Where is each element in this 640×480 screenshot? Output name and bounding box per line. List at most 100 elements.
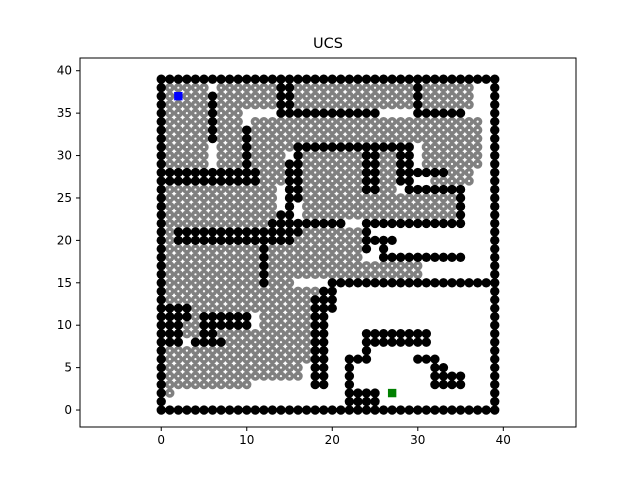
- wall-cell: [190, 74, 201, 84]
- visited-cell-dot: [408, 137, 411, 140]
- visited-cell-dot: [228, 188, 231, 191]
- wall-cell: [490, 99, 500, 110]
- visited-cell-dot: [296, 324, 300, 327]
- visited-cell-dot: [442, 95, 445, 98]
- visited-cell-dot: [220, 103, 223, 106]
- visited-cell-dot: [339, 230, 342, 233]
- visited-cell-dot: [279, 154, 283, 157]
- visited-cell-dot: [425, 120, 428, 123]
- wall-cell: [233, 405, 243, 415]
- visited-cell-dot: [296, 341, 300, 344]
- visited-cell-dot: [194, 358, 197, 361]
- visited-cell-dot: [373, 205, 377, 208]
- wall-cell: [310, 354, 320, 364]
- wall-cell: [336, 218, 346, 229]
- visited-cell-dot: [237, 290, 240, 293]
- wall-cell: [490, 83, 500, 93]
- visited-cell-dot: [185, 273, 188, 276]
- visited-cell-dot: [322, 162, 325, 166]
- visited-cell-dot: [168, 391, 171, 395]
- wall-cell: [370, 150, 380, 161]
- visited-cell-dot: [305, 205, 308, 208]
- visited-cell-dot: [296, 273, 300, 276]
- visited-cell-dot: [322, 196, 325, 200]
- visited-cell-dot: [433, 95, 436, 98]
- wall-cell: [404, 159, 414, 169]
- visited-cell-dot: [365, 129, 368, 132]
- visited-cell-dot: [391, 179, 394, 183]
- visited-cell-dot: [245, 196, 248, 200]
- visited-cell-dot: [391, 205, 394, 208]
- visited-cell-dot: [262, 332, 265, 335]
- visited-cell-dot: [185, 205, 188, 208]
- visited-cell-dot: [296, 332, 300, 335]
- wall-cell: [327, 286, 337, 296]
- visited-cell-dot: [433, 129, 436, 132]
- wall-cell: [259, 235, 269, 246]
- visited-cell-dot: [262, 120, 265, 123]
- visited-cell-dot: [237, 222, 240, 225]
- visited-cell-dot: [254, 95, 257, 98]
- wall-cell: [233, 235, 243, 246]
- visited-cell-dot: [331, 129, 334, 132]
- visited-cell-dot: [271, 154, 274, 157]
- wall-cell: [378, 218, 389, 229]
- visited-cell-dot: [245, 95, 248, 98]
- visited-cell-dot: [425, 86, 428, 89]
- visited-cell-dot: [237, 383, 240, 386]
- wall-cell: [259, 252, 269, 263]
- wall-cell: [490, 227, 500, 237]
- wall-cell: [481, 74, 491, 84]
- wall-cell: [242, 235, 252, 246]
- visited-cell-dot: [237, 264, 240, 267]
- wall-cell: [190, 176, 201, 186]
- visited-cell-dot: [442, 179, 445, 183]
- wall-cell: [327, 74, 337, 84]
- wall-cell: [156, 133, 166, 144]
- wall-cell: [156, 295, 166, 305]
- visited-cell-dot: [373, 86, 377, 89]
- visited-cell-dot: [262, 171, 265, 174]
- visited-cell-dot: [254, 222, 257, 225]
- visited-cell-dot: [425, 129, 428, 132]
- wall-cell: [455, 210, 466, 220]
- visited-cell-dot: [194, 264, 197, 267]
- wall-cell: [455, 74, 466, 84]
- wall-cell: [353, 396, 363, 407]
- visited-cell-dot: [262, 307, 265, 310]
- visited-cell-dot: [356, 179, 360, 183]
- y-tick-label: 40: [57, 64, 72, 78]
- wall-cell: [319, 345, 329, 356]
- x-tick-label: 20: [325, 433, 340, 447]
- visited-cell-dot: [382, 137, 385, 140]
- visited-cell-dot: [194, 324, 197, 327]
- visited-cell-dot: [365, 95, 368, 98]
- visited-cell-dot: [237, 349, 240, 352]
- visited-cell-dot: [237, 341, 240, 344]
- visited-cell-dot: [348, 103, 351, 106]
- visited-cell-dot: [399, 273, 402, 276]
- visited-cell-dot: [305, 239, 308, 242]
- visited-cell-dot: [468, 120, 471, 123]
- wall-cell: [378, 235, 389, 246]
- visited-cell-dot: [279, 341, 283, 344]
- wall-cell: [173, 167, 184, 178]
- wall-cell: [413, 74, 423, 84]
- wall-cell: [455, 201, 466, 212]
- visited-cell-dot: [168, 196, 171, 200]
- wall-cell: [165, 405, 175, 415]
- visited-cell-dot: [279, 375, 283, 378]
- visited-cell-dot: [177, 205, 180, 208]
- visited-cell-dot: [322, 120, 325, 123]
- wall-cell: [310, 320, 320, 330]
- visited-cell-dot: [322, 86, 325, 89]
- visited-cell-dot: [228, 154, 231, 157]
- visited-cell-dot: [220, 188, 223, 191]
- wall-cell: [216, 176, 226, 186]
- visited-cell-dot: [177, 162, 180, 166]
- visited-cell-dot: [194, 137, 197, 140]
- wall-cell: [404, 278, 414, 288]
- wall-cell: [447, 278, 457, 288]
- visited-cell-dot: [220, 332, 223, 335]
- wall-cell: [447, 371, 457, 381]
